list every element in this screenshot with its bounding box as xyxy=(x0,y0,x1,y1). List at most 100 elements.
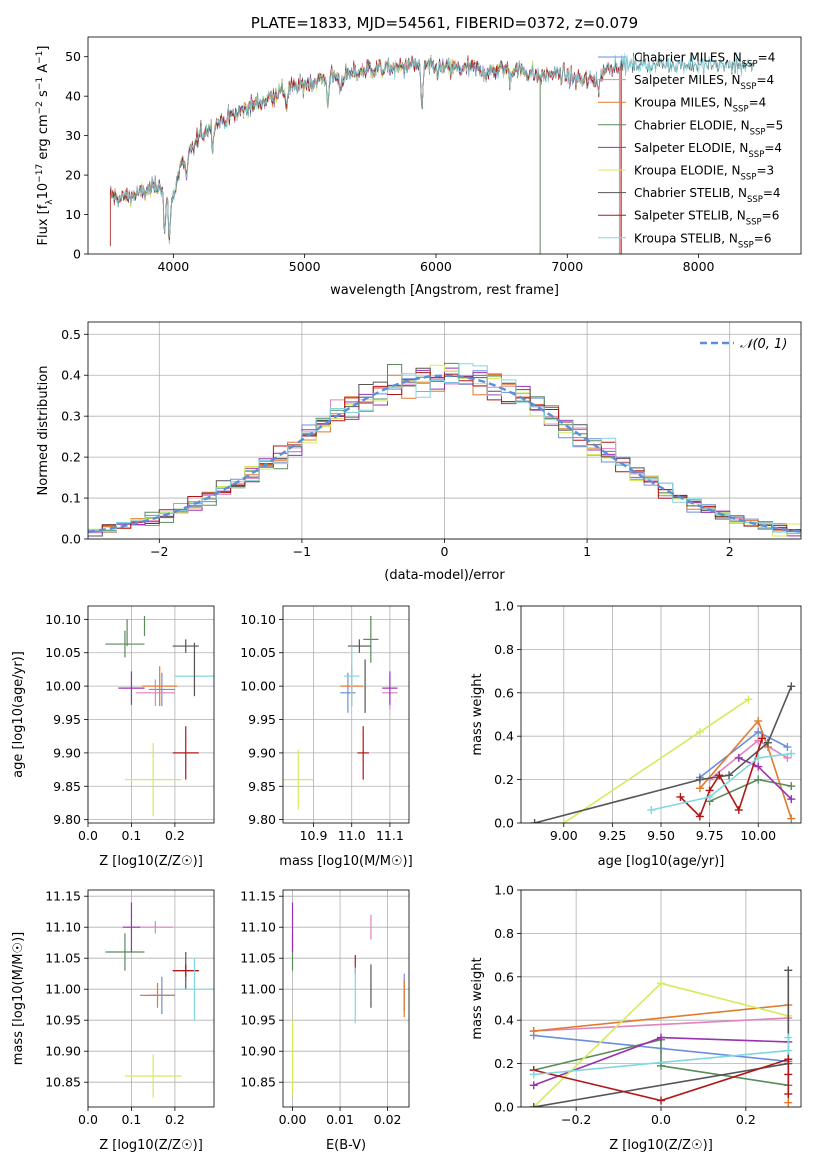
legend-label: Kroupa STELIB, NSSP=6 xyxy=(634,231,772,250)
weight-series-line xyxy=(651,752,792,811)
weight_vs_Z-frame xyxy=(520,889,802,1108)
legend-label: Salpeter ELODIE, NSSP=4 xyxy=(634,141,782,160)
y-tick-label: 1.0 xyxy=(494,883,514,898)
x-axis-label: (data-model)/error xyxy=(384,568,505,583)
y-tick-label: 0.2 xyxy=(494,1056,514,1071)
y-tick-label: 0.8 xyxy=(494,926,514,941)
x-tick-label: 0.1 xyxy=(122,1112,142,1127)
y-tick-label: 9.95 xyxy=(53,712,81,727)
histogram-step-line xyxy=(88,363,801,533)
y-tick-label: 0.0 xyxy=(61,532,81,547)
age_vs_Z-plot xyxy=(105,616,214,817)
x-tick-label: 0.2 xyxy=(165,1112,185,1127)
y-tick-label: 10.10 xyxy=(240,612,276,627)
x-axis-label: age [log10(age/yr)] xyxy=(598,854,725,869)
x-axis-label: Z [log10(Z/Z☉)] xyxy=(99,854,203,869)
weight_vs_age-plot xyxy=(530,682,796,823)
y-tick-label: 10.90 xyxy=(45,1044,81,1059)
age_vs_Z-axes: 0.0 0.1 0.2 9.80 9.85 9.90 9.95 10.00 10.05 10.10 xyxy=(45,606,214,843)
y-tick-label: 11.05 xyxy=(45,951,81,966)
spectrum-plot xyxy=(109,52,754,254)
y-axis-label: mass weight xyxy=(470,673,485,755)
x-axis-label: Z [log10(Z/Z☉)] xyxy=(609,1138,713,1153)
x-tick-label: 7000 xyxy=(551,259,583,274)
y-tick-label: 9.80 xyxy=(53,812,81,827)
histogram-axes: −2 −1 0 1 2 0.0 0.1 0.2 0.3 0.4 0.5 xyxy=(61,322,801,559)
age_vs_Z-frame xyxy=(87,605,215,824)
mass_vs_Z-plot xyxy=(105,902,214,1098)
y-tick-label: 0.4 xyxy=(494,1013,514,1028)
y-tick-label: 11.10 xyxy=(45,920,81,935)
y-tick-label: 0.3 xyxy=(61,409,81,424)
spectrum-series-line xyxy=(109,55,622,254)
legend-label: Kroupa MILES, NSSP=4 xyxy=(634,96,766,115)
y-tick-label: 0.0 xyxy=(494,816,514,831)
x-tick-label: 0.02 xyxy=(374,1112,402,1127)
age_vs_mass-axes: 10.9 11.0 11.1 9.80 9.85 9.90 9.95 10.00 10.05 10… xyxy=(240,606,409,843)
y-tick-label: 9.80 xyxy=(248,812,276,827)
weight-series-line xyxy=(679,738,763,818)
x-axis-label: wavelength [Angstrom, rest frame] xyxy=(330,283,559,298)
x-tick-label: 0 xyxy=(441,544,449,559)
y-tick-label: 0 xyxy=(73,247,81,262)
y-tick-label: 9.90 xyxy=(53,745,81,760)
legend-label: Kroupa ELODIE, NSSP=3 xyxy=(634,164,774,183)
mass_vs_Z-axes: 0.0 0.1 0.2 10.85 10.90 10.95 11.00 11.05 11.10 1… xyxy=(45,889,214,1127)
y-tick-label: 11.15 xyxy=(240,889,276,904)
y-tick-label: 0.2 xyxy=(494,772,514,787)
weight_vs_Z-axes: −0.2 0.0 0.2 0.0 0.2 0.4 0.6 0.8 1.0 xyxy=(494,883,801,1127)
x-tick-label: 0.0 xyxy=(78,1112,98,1127)
mass_vs_EBV-frame xyxy=(282,889,410,1108)
x-tick-label: 0.2 xyxy=(736,1112,756,1127)
x-tick-label: 9.50 xyxy=(647,828,675,843)
x-axis-label: Z [log10(Z/Z☉)] xyxy=(99,1138,203,1153)
y-tick-label: 9.85 xyxy=(248,779,276,794)
y-tick-label: 10.10 xyxy=(45,612,81,627)
x-tick-label: 11.0 xyxy=(338,828,366,843)
weight-series-line xyxy=(533,1038,789,1087)
weight_vs_Z-plot xyxy=(529,966,793,1107)
mass_vs_EBV-plot xyxy=(291,902,405,1095)
x-tick-label: 0.0 xyxy=(651,1112,671,1127)
y-tick-label: 11.10 xyxy=(240,920,276,935)
x-tick-label: 6000 xyxy=(420,259,452,274)
age_vs_mass-plot xyxy=(283,616,398,810)
y-tick-label: 0.2 xyxy=(61,450,81,465)
y-tick-label: 9.90 xyxy=(248,745,276,760)
histogram-frame xyxy=(87,321,802,540)
x-tick-label: 0.00 xyxy=(279,1112,307,1127)
x-tick-label: 5000 xyxy=(289,259,321,274)
x-tick-label: 9.25 xyxy=(598,828,626,843)
age_vs_mass-frame xyxy=(282,605,410,824)
x-tick-label: 0.01 xyxy=(326,1112,354,1127)
x-axis-label: E(B-V) xyxy=(326,1138,366,1153)
legend-label: Salpeter STELIB, NSSP=6 xyxy=(634,209,779,228)
y-tick-label: 10.00 xyxy=(45,679,81,694)
y-axis-label: mass weight xyxy=(470,957,485,1039)
y-tick-label: 0.6 xyxy=(494,685,514,700)
legend-label: Chabrier STELIB, NSSP=4 xyxy=(634,186,781,205)
spectrum-frame xyxy=(87,36,802,255)
weight-series-line xyxy=(533,1017,789,1032)
y-tick-label: 10.90 xyxy=(240,1044,276,1059)
y-tick-label: 10.95 xyxy=(240,1013,276,1028)
y-tick-label: 50 xyxy=(65,49,81,64)
spectrum-series-line xyxy=(109,52,754,238)
weight-series-line xyxy=(534,685,793,823)
x-tick-label: 1 xyxy=(583,544,591,559)
histogram-step-line xyxy=(88,372,801,532)
spectrum-axes: 4000 5000 6000 7000 8000 0 10 20 30 40 50 xyxy=(65,49,714,274)
x-tick-label: −2 xyxy=(150,544,168,559)
y-axis-label: mass [log10(M/M☉)] xyxy=(11,932,26,1065)
histogram-step-line xyxy=(88,364,801,537)
y-tick-label: 1.0 xyxy=(494,599,514,614)
x-tick-label: 9.00 xyxy=(550,828,578,843)
x-tick-label: 4000 xyxy=(157,259,189,274)
y-tick-label: 10.05 xyxy=(45,645,81,660)
y-tick-label: 10 xyxy=(65,207,81,222)
y-tick-label: 10.95 xyxy=(45,1013,81,1028)
legend-label: Chabrier ELODIE, NSSP=5 xyxy=(634,118,783,137)
y-tick-label: 10.85 xyxy=(240,1075,276,1090)
y-axis-label: Flux [fλ10−17 erg cm−2 s−1 A−1] xyxy=(35,46,55,246)
